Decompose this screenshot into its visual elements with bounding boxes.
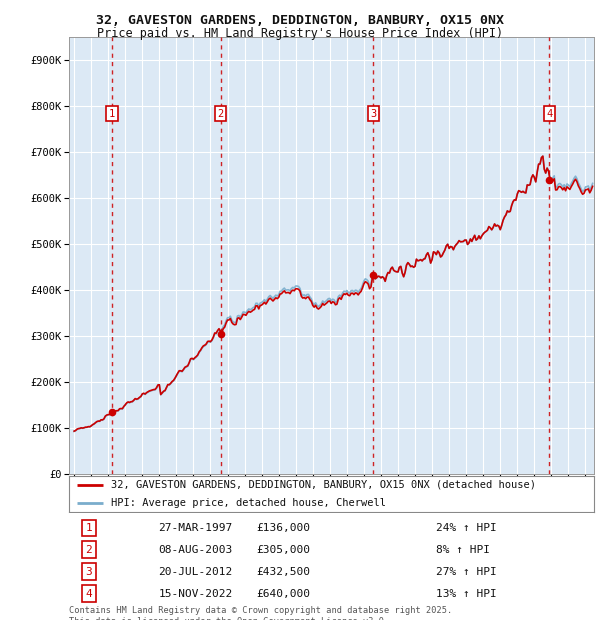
Text: 1: 1 [86,523,92,533]
Text: 15-NOV-2022: 15-NOV-2022 [158,588,233,598]
Text: 8% ↑ HPI: 8% ↑ HPI [437,545,491,555]
Text: 4: 4 [86,588,92,598]
Text: 3: 3 [86,567,92,577]
Text: 27% ↑ HPI: 27% ↑ HPI [437,567,497,577]
Text: 32, GAVESTON GARDENS, DEDDINGTON, BANBURY, OX15 0NX (detached house): 32, GAVESTON GARDENS, DEDDINGTON, BANBUR… [111,480,536,490]
Text: Price paid vs. HM Land Registry's House Price Index (HPI): Price paid vs. HM Land Registry's House … [97,27,503,40]
Text: £640,000: £640,000 [257,588,311,598]
Text: 32, GAVESTON GARDENS, DEDDINGTON, BANBURY, OX15 0NX: 32, GAVESTON GARDENS, DEDDINGTON, BANBUR… [96,14,504,27]
Text: 27-MAR-1997: 27-MAR-1997 [158,523,233,533]
Text: 08-AUG-2003: 08-AUG-2003 [158,545,233,555]
Text: Contains HM Land Registry data © Crown copyright and database right 2025.
This d: Contains HM Land Registry data © Crown c… [69,606,452,620]
Text: £432,500: £432,500 [257,567,311,577]
Text: HPI: Average price, detached house, Cherwell: HPI: Average price, detached house, Cher… [111,498,386,508]
Text: 4: 4 [546,108,553,118]
Text: 1: 1 [109,108,115,118]
Text: 13% ↑ HPI: 13% ↑ HPI [437,588,497,598]
Text: 3: 3 [370,108,376,118]
Text: 24% ↑ HPI: 24% ↑ HPI [437,523,497,533]
Text: 2: 2 [86,545,92,555]
Text: £136,000: £136,000 [257,523,311,533]
Text: 20-JUL-2012: 20-JUL-2012 [158,567,233,577]
Text: £305,000: £305,000 [257,545,311,555]
Text: 2: 2 [218,108,224,118]
